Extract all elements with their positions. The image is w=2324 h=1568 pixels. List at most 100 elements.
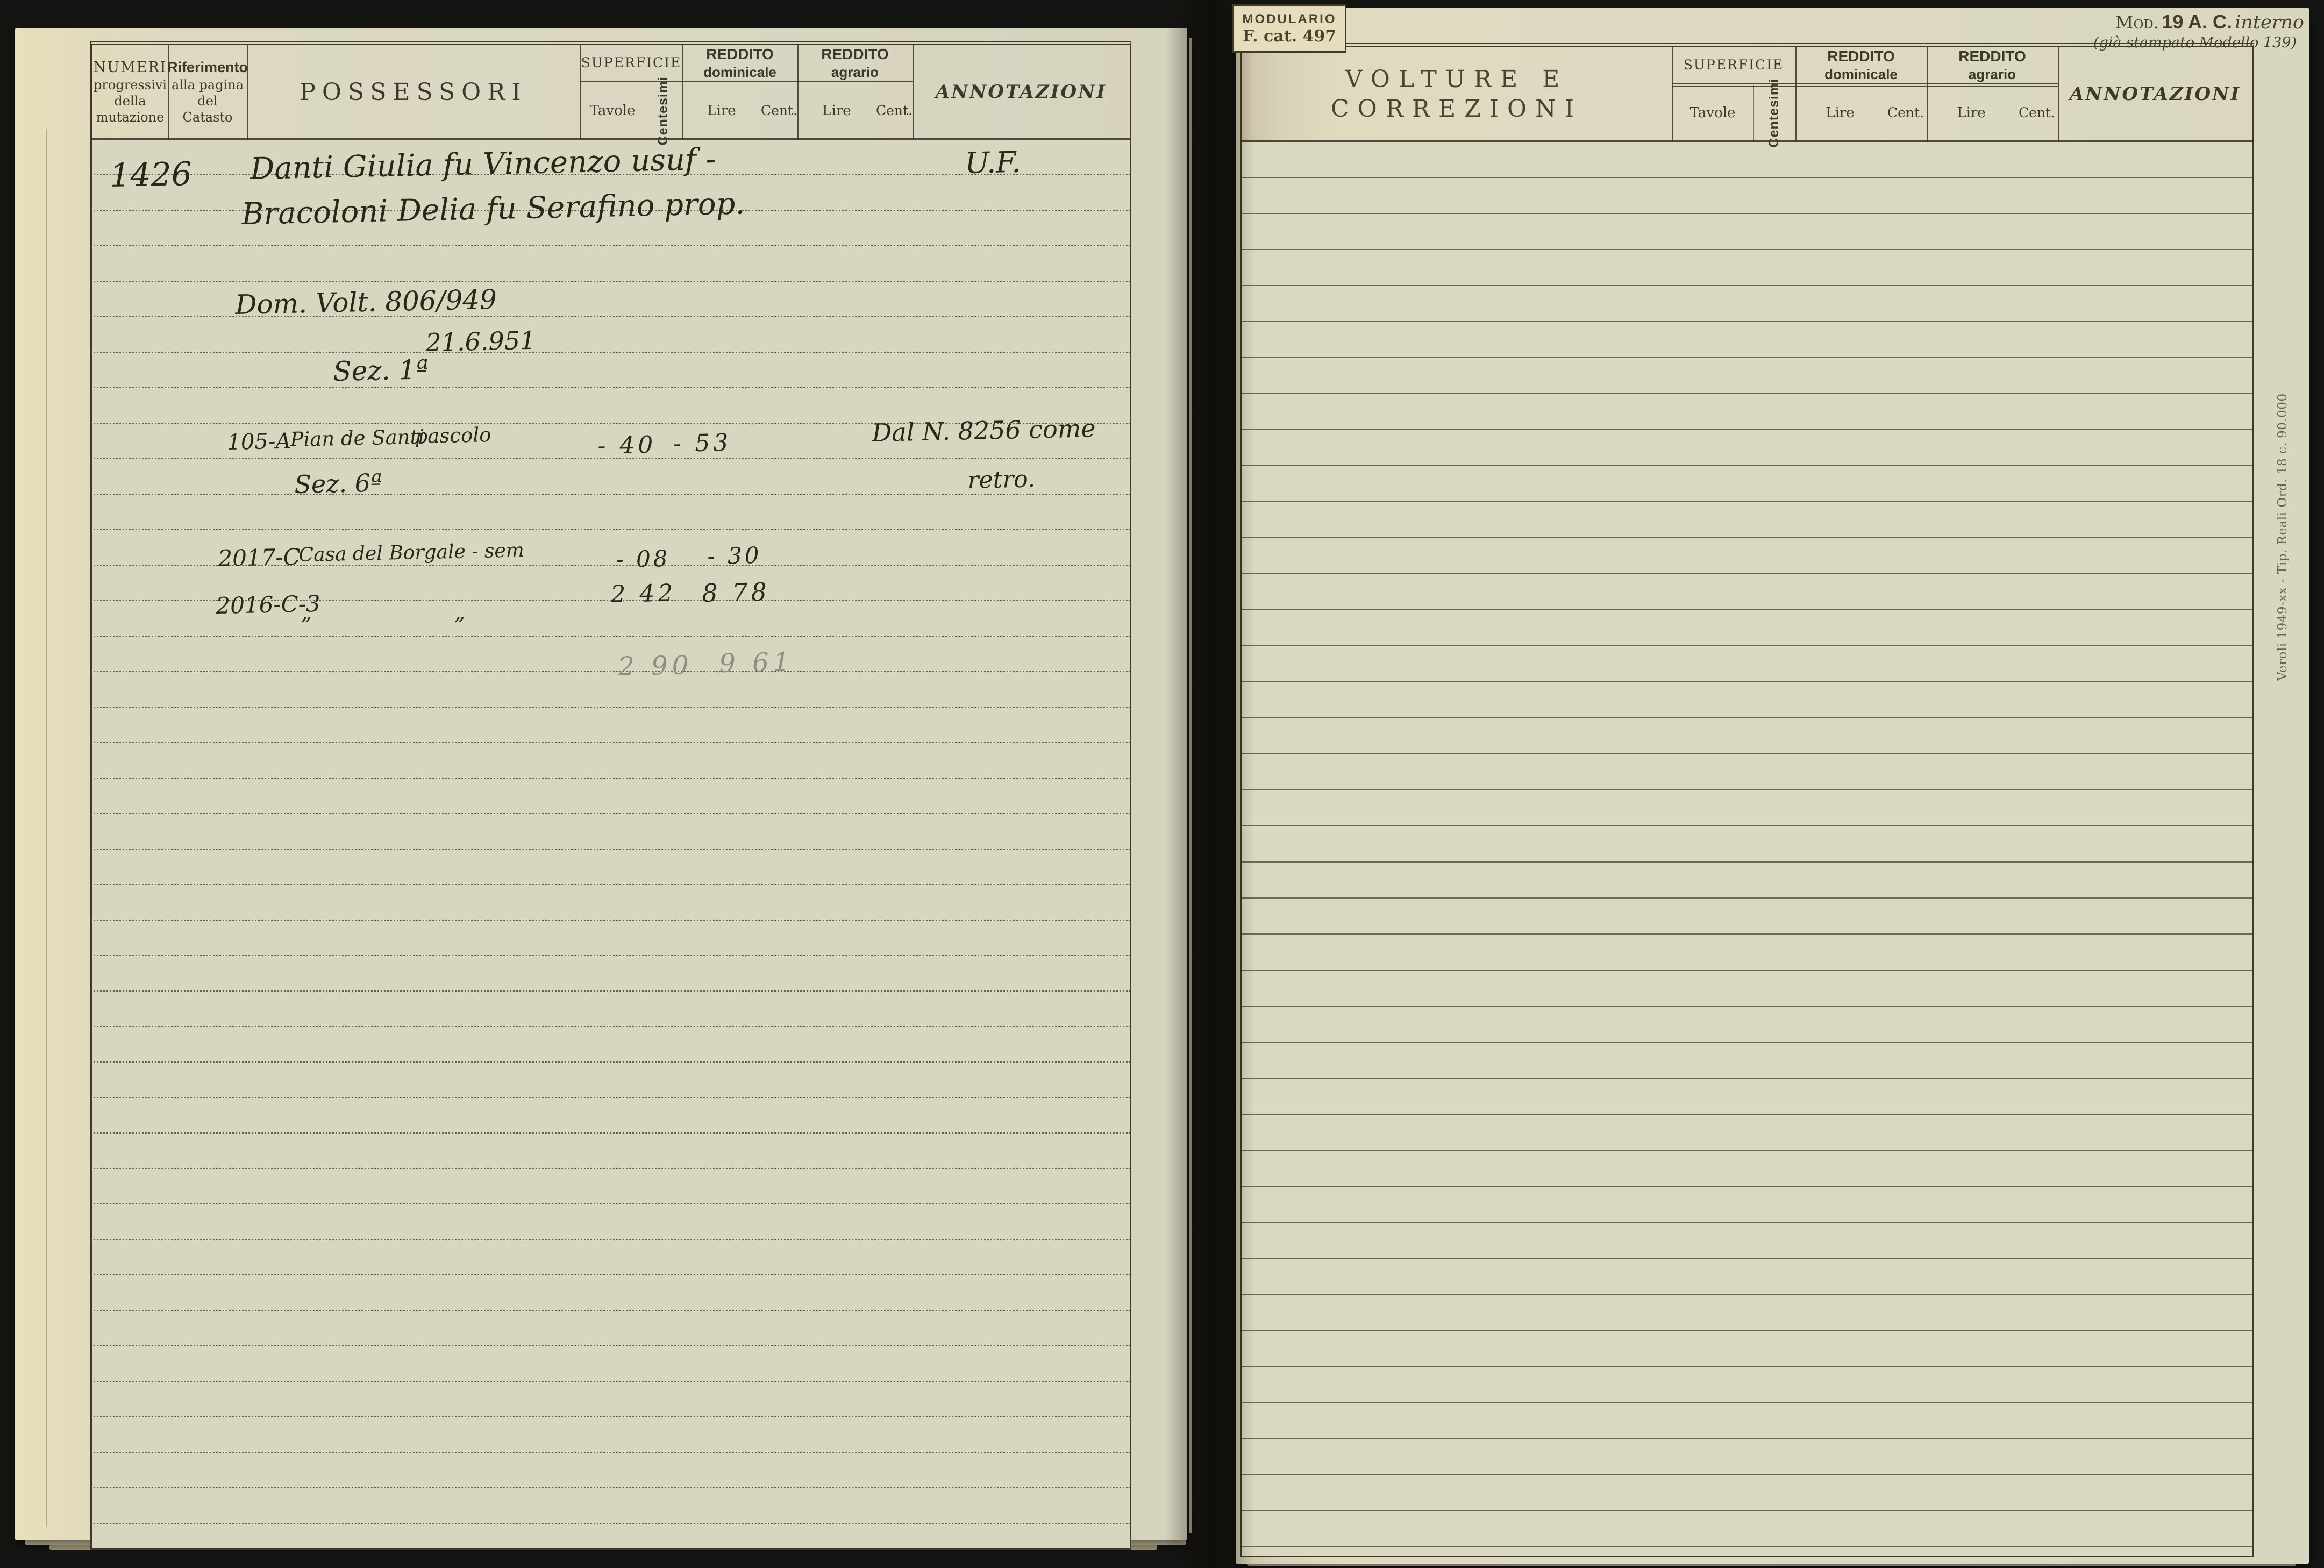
- annotation-line-2: retro.: [967, 465, 1036, 494]
- header-line: REDDITO: [1958, 48, 2026, 65]
- header-label: Centesimi: [1766, 78, 1782, 148]
- header-line: progressivi: [94, 77, 167, 92]
- header-label: POSSESSORI: [300, 78, 527, 106]
- ruled-rows-area: [92, 140, 1130, 1548]
- printer-imprint: Veroli 1949-xx - Tip. Reali Ord. 18 c. 9…: [2276, 393, 2290, 681]
- page-title: VOLTURE E CORREZIONI: [1330, 66, 1583, 123]
- header-annotazioni: ANNOTAZIONI: [913, 45, 1130, 139]
- parcel-3-reddito-dominicale: 8 78: [701, 577, 771, 608]
- header-possessori: POSSESSORI: [247, 45, 580, 139]
- header-label: Tavole: [1689, 104, 1736, 121]
- stamp-line: F. cat. 497: [1242, 26, 1337, 46]
- ruled-rows-area: [1242, 142, 2252, 1556]
- sheet-stack-edge: [1247, 1562, 2296, 1566]
- header-label: ANNOTAZIONI: [935, 81, 1107, 103]
- header-line: Catasto: [182, 109, 233, 125]
- header-line: REDDITO: [821, 46, 889, 63]
- header-lire: Lire: [1795, 85, 1885, 140]
- header-cent: Cent.: [761, 83, 797, 138]
- header-cent: Cent.: [2016, 85, 2058, 140]
- header-label: Cent.: [2018, 105, 2056, 121]
- stamp-line: MODULARIO: [1242, 11, 1337, 26]
- annotation-line-1: Dal N. 8256 come: [871, 414, 1096, 447]
- header-reddito-dominicale: REDDITO dominicale: [682, 45, 797, 81]
- annotation-sigla: U.F.: [964, 145, 1021, 180]
- header-tavole: Tavole: [580, 83, 645, 138]
- header-volture: VOLTURE E CORREZIONI: [1242, 47, 1672, 141]
- header-riferimento: Riferimento alla pagina del Catasto: [167, 45, 248, 139]
- header-annotazioni: ANNOTAZIONI: [2058, 47, 2252, 141]
- header-numeri: NUMERI progressivi della mutazione: [92, 45, 168, 139]
- header-line: del: [197, 93, 218, 109]
- modulario-stamp-box: MODULARIO F. cat. 497: [1232, 4, 1346, 53]
- model-prefix: Mod.: [2115, 12, 2159, 33]
- pencil-total-superficie: 2 90: [617, 650, 693, 682]
- voltura-date: 21.6.951: [425, 325, 536, 357]
- parcel-2-numero: 2017-C: [217, 543, 301, 572]
- model-number: 19 A. C.: [2162, 11, 2233, 33]
- header-line: NUMERI: [93, 59, 167, 76]
- model-note: (già stampato Modello 139): [2093, 34, 2297, 51]
- header-label: Centesimi: [655, 76, 671, 146]
- header-line: della: [114, 93, 146, 109]
- header-label: Lire: [1826, 104, 1855, 121]
- header-label: Cent.: [875, 103, 913, 119]
- group-header-rule: [580, 81, 913, 84]
- voltura-reference: Dom. Volt. 806/949: [234, 283, 497, 320]
- group-header-rule: [1672, 83, 2058, 87]
- header-superficie: SUPERFICIE: [1672, 47, 1795, 83]
- header-centesimi: Centesimi: [645, 76, 682, 145]
- header-reddito-agrario: REDDITO agrario: [1927, 47, 2058, 83]
- header-label: SUPERFICIE: [581, 55, 682, 71]
- parcel-1-reddito-dominicale: - 53: [672, 429, 732, 458]
- header-cent: Cent.: [876, 83, 913, 138]
- header-line: alla pagina: [171, 77, 244, 92]
- header-bottom-rule: [1242, 140, 2252, 142]
- right-table: VOLTURE E CORREZIONI SUPERFICIE Tavole C…: [1240, 43, 2254, 1557]
- header-lire: Lire: [797, 83, 876, 138]
- model-reference: Mod. 19 A. C. interno (già stampato Mode…: [2011, 11, 2304, 51]
- entry-numero-mutazione: 1426: [109, 155, 193, 195]
- header-line: agrario: [1968, 66, 2016, 83]
- parcel-1-qualita: pascolo: [415, 423, 491, 448]
- header-lire: Lire: [682, 83, 761, 138]
- header-label: Lire: [822, 102, 851, 119]
- header-line: mutazione: [96, 109, 165, 125]
- pencil-total-reddito-dominicale: 9 61: [718, 647, 794, 679]
- header-label: Lire: [1957, 104, 1986, 121]
- header-label: Lire: [707, 102, 736, 119]
- parcel-2-localita: Casa del Borgale - sem: [298, 539, 525, 566]
- header-label: Cent.: [1887, 105, 1924, 121]
- header-centesimi: Centesimi: [1753, 79, 1795, 147]
- sezione-1: Sez. 1ª: [332, 354, 429, 387]
- header-label: Tavole: [589, 102, 636, 119]
- parcel-3-ditto: „: [454, 600, 466, 625]
- left-table: NUMERI progressivi della mutazione Rifer…: [90, 41, 1131, 1550]
- page-margin-line: [46, 129, 47, 1527]
- header-lire: Lire: [1927, 85, 2016, 140]
- parcel-3-superficie: 2 42: [610, 579, 676, 608]
- model-type: interno: [2235, 12, 2304, 33]
- parcel-1-superficie: - 40: [597, 431, 657, 460]
- header-reddito-dominicale: REDDITO dominicale: [1795, 47, 1927, 83]
- book-gutter-shadow: [1166, 0, 1254, 1568]
- parcel-1-numero: 105-A: [227, 429, 291, 455]
- parcel-2-superficie: - 08: [615, 545, 671, 573]
- header-label: Cent.: [760, 103, 798, 119]
- parcel-1-sezione: Sez. 6ª: [294, 468, 383, 499]
- header-label: ANNOTAZIONI: [2069, 83, 2241, 105]
- parcel-1-localita: Pian de Santi: [290, 425, 425, 451]
- header-line: agrario: [831, 64, 879, 81]
- header-line: REDDITO: [706, 46, 774, 63]
- parcel-3-ditto: „: [301, 600, 312, 625]
- header-tavole: Tavole: [1672, 85, 1753, 140]
- header-cent: Cent.: [1885, 85, 1927, 140]
- header-label: SUPERFICIE: [1683, 57, 1784, 73]
- header-line: dominicale: [1824, 66, 1898, 83]
- header-line: Riferimento: [167, 59, 248, 76]
- header-reddito-agrario: REDDITO agrario: [797, 45, 913, 81]
- header-line: dominicale: [703, 64, 776, 81]
- parcel-2-reddito-dominicale: - 30: [707, 541, 762, 569]
- header-line: REDDITO: [1827, 48, 1895, 65]
